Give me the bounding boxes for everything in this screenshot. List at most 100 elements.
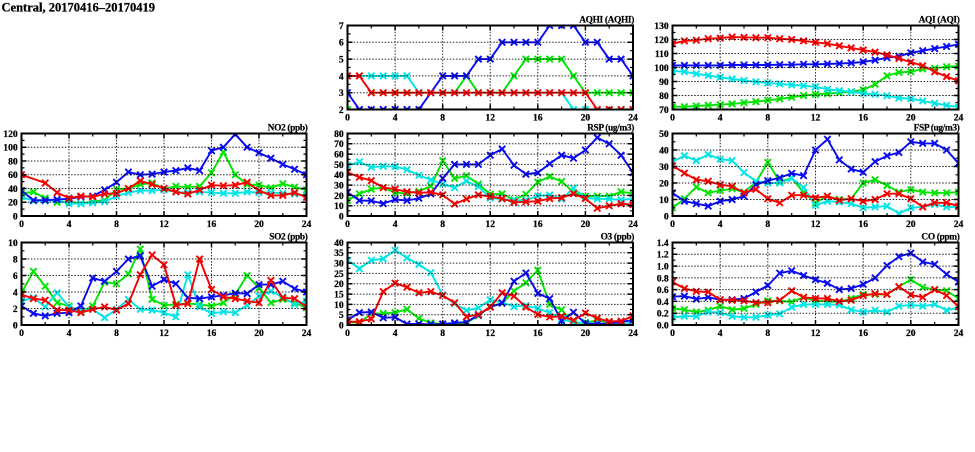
svg-text:16: 16: [533, 328, 543, 339]
svg-text:50: 50: [659, 129, 669, 140]
svg-text:24: 24: [302, 219, 312, 230]
svg-text:8: 8: [440, 328, 445, 339]
svg-text:24: 24: [628, 328, 638, 339]
svg-text:70: 70: [659, 105, 669, 116]
svg-text:100: 100: [3, 143, 18, 154]
svg-text:8: 8: [440, 219, 445, 230]
svg-text:12: 12: [159, 328, 169, 339]
svg-text:0: 0: [19, 219, 24, 230]
svg-text:20: 20: [581, 113, 591, 124]
svg-text:12: 12: [159, 219, 169, 230]
svg-text:12: 12: [485, 219, 495, 230]
svg-text:7: 7: [339, 21, 344, 32]
svg-text:120: 120: [3, 129, 18, 140]
svg-text:4: 4: [339, 71, 344, 82]
svg-text:110: 110: [655, 49, 669, 60]
svg-text:8: 8: [114, 219, 119, 230]
svg-text:8: 8: [765, 113, 770, 124]
svg-text:24: 24: [628, 113, 638, 124]
svg-text:0.0: 0.0: [657, 320, 669, 331]
svg-text:30: 30: [334, 181, 344, 192]
svg-text:5: 5: [339, 55, 344, 66]
svg-text:0.8: 0.8: [657, 273, 669, 284]
svg-text:1.4: 1.4: [657, 238, 669, 249]
svg-text:0: 0: [339, 320, 344, 331]
svg-text:20: 20: [581, 328, 591, 339]
svg-text:4: 4: [67, 219, 72, 230]
svg-text:80: 80: [659, 91, 669, 102]
svg-text:20: 20: [906, 328, 916, 339]
svg-text:40: 40: [334, 238, 344, 249]
svg-text:NO2 (ppb): NO2 (ppb): [268, 123, 308, 134]
svg-text:12: 12: [811, 219, 821, 230]
svg-text:12: 12: [485, 328, 495, 339]
svg-text:4: 4: [13, 287, 18, 298]
svg-text:16: 16: [858, 328, 868, 339]
svg-text:20: 20: [906, 219, 916, 230]
svg-text:8: 8: [765, 219, 770, 230]
svg-text:100: 100: [654, 63, 669, 74]
svg-text:35: 35: [334, 248, 344, 259]
svg-text:5: 5: [339, 310, 344, 321]
svg-text:0: 0: [13, 320, 18, 331]
svg-text:50: 50: [334, 160, 344, 171]
svg-text:0: 0: [345, 328, 350, 339]
svg-text:80: 80: [334, 129, 344, 140]
svg-text:24: 24: [954, 328, 964, 339]
svg-text:40: 40: [659, 145, 669, 156]
svg-text:2: 2: [339, 105, 344, 116]
svg-text:6: 6: [13, 271, 18, 282]
svg-text:16: 16: [858, 113, 868, 124]
svg-text:0: 0: [19, 328, 24, 339]
svg-text:10: 10: [659, 195, 669, 206]
svg-text:FSP (ug/m3): FSP (ug/m3): [914, 123, 960, 134]
svg-text:1.0: 1.0: [657, 262, 669, 273]
svg-text:0: 0: [670, 219, 675, 230]
svg-text:0: 0: [339, 211, 344, 222]
svg-text:4: 4: [718, 328, 723, 339]
svg-text:60: 60: [334, 150, 344, 161]
svg-text:10: 10: [334, 201, 344, 212]
svg-text:0.4: 0.4: [657, 297, 669, 308]
svg-text:Central, 20170416–20170419: Central, 20170416–20170419: [2, 1, 155, 15]
svg-text:30: 30: [659, 162, 669, 173]
svg-text:8: 8: [440, 113, 445, 124]
svg-text:4: 4: [67, 328, 72, 339]
svg-text:40: 40: [8, 184, 18, 195]
svg-text:12: 12: [485, 113, 495, 124]
svg-text:RSP (ug/m3): RSP (ug/m3): [587, 123, 634, 134]
svg-text:20: 20: [906, 113, 916, 124]
svg-text:0: 0: [345, 219, 350, 230]
svg-text:16: 16: [533, 219, 543, 230]
svg-text:10: 10: [334, 300, 344, 311]
svg-text:0: 0: [664, 211, 669, 222]
svg-text:16: 16: [533, 113, 543, 124]
svg-text:AQHI (AQHI): AQHI (AQHI): [579, 15, 634, 26]
svg-text:24: 24: [302, 328, 312, 339]
svg-text:12: 12: [811, 113, 821, 124]
svg-text:30: 30: [334, 259, 344, 270]
svg-text:16: 16: [207, 219, 217, 230]
svg-text:O3 (ppb): O3 (ppb): [601, 232, 635, 243]
svg-text:1.2: 1.2: [657, 250, 669, 261]
svg-text:16: 16: [858, 219, 868, 230]
svg-text:80: 80: [8, 156, 18, 167]
svg-text:8: 8: [114, 328, 119, 339]
svg-text:8: 8: [765, 328, 770, 339]
svg-text:20: 20: [581, 219, 591, 230]
svg-text:0: 0: [670, 113, 675, 124]
svg-text:20: 20: [659, 178, 669, 189]
svg-text:70: 70: [334, 139, 344, 150]
svg-text:20: 20: [254, 219, 264, 230]
svg-text:0: 0: [13, 211, 18, 222]
svg-text:0: 0: [345, 113, 350, 124]
svg-text:60: 60: [8, 170, 18, 181]
svg-text:AQI (AQI): AQI (AQI): [919, 15, 960, 26]
svg-text:90: 90: [659, 77, 669, 88]
svg-text:20: 20: [334, 279, 344, 290]
svg-text:16: 16: [207, 328, 217, 339]
svg-text:24: 24: [954, 113, 964, 124]
svg-text:20: 20: [334, 191, 344, 202]
svg-text:24: 24: [628, 219, 638, 230]
svg-text:4: 4: [393, 328, 398, 339]
